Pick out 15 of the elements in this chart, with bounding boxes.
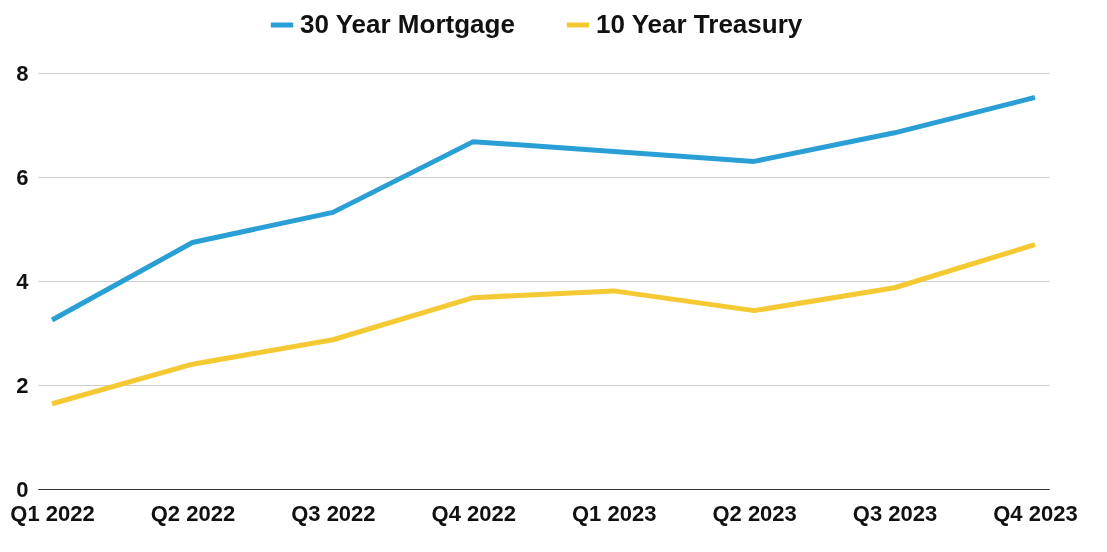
y-tick-label: 0 <box>16 476 29 502</box>
y-tick-label: 8 <box>16 60 29 86</box>
y-tick-label: 2 <box>16 372 29 398</box>
legend-label: 30 Year Mortgage <box>300 9 515 39</box>
x-tick-label: Q1 2023 <box>572 500 657 526</box>
legend-label: 10 Year Treasury <box>596 9 803 39</box>
x-tick-label: Q4 2022 <box>431 500 516 526</box>
x-tick-label: Q1 2022 <box>10 500 95 526</box>
x-tick-label: Q3 2023 <box>852 500 938 526</box>
y-tick-label: 4 <box>16 268 30 294</box>
x-tick-label: Q3 2022 <box>291 500 376 526</box>
y-tick-label: 6 <box>16 164 29 190</box>
x-tick-label: Q2 2022 <box>150 500 236 526</box>
x-tick-label: Q2 2023 <box>712 500 797 526</box>
x-tick-label: Q4 2023 <box>993 500 1078 526</box>
